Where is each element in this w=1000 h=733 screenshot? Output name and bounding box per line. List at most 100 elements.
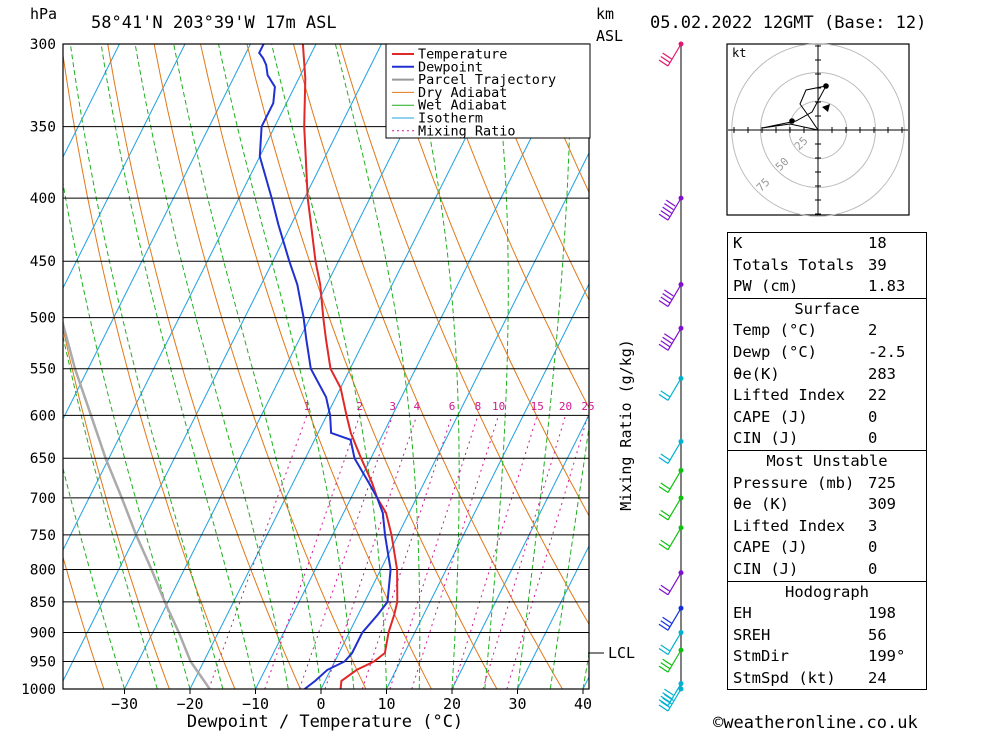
stmspd-label: StmSpd (kt) bbox=[733, 668, 836, 687]
wind-barb-staff bbox=[667, 470, 682, 493]
x-tick-label: 40 bbox=[574, 695, 592, 713]
wet-adiabat bbox=[334, 44, 421, 689]
isotherm-line bbox=[63, 44, 120, 159]
wind-barb-flag bbox=[658, 513, 669, 521]
surface-cape-label: CAPE (J) bbox=[733, 407, 808, 426]
wind-barb-flag bbox=[660, 701, 671, 708]
mixing-ratio-line bbox=[299, 415, 394, 689]
wind-barb-flag bbox=[660, 390, 671, 398]
wind-barb-flag bbox=[662, 697, 672, 705]
k-value: 18 bbox=[868, 234, 887, 252]
legend-label: Dewpoint bbox=[418, 59, 483, 75]
surface-title: Surface bbox=[794, 299, 860, 318]
asl-label: ASL bbox=[596, 27, 623, 45]
wind-barb-staff bbox=[667, 284, 682, 307]
pressure-tick-label: 850 bbox=[30, 595, 56, 611]
isotherm-line bbox=[255, 44, 579, 689]
wind-barb-flag bbox=[665, 199, 676, 207]
copyright: ©weatheronline.co.uk bbox=[713, 713, 918, 733]
wind-barb-flag bbox=[660, 453, 671, 461]
wind-barb-staff bbox=[667, 649, 682, 673]
wind-barb-staff bbox=[667, 688, 682, 712]
surface-cape-value: 0 bbox=[868, 407, 878, 426]
x-axis-label: Dewpoint / Temperature (°C) bbox=[187, 712, 463, 732]
sreh-label: SREH bbox=[733, 625, 771, 644]
mixing-ratio-label: 20 bbox=[559, 400, 572, 413]
wind-barb-staff bbox=[667, 607, 682, 631]
pressure-tick-label: 350 bbox=[30, 120, 56, 136]
pressure-unit: hPa bbox=[30, 5, 57, 23]
wind-barb-flag bbox=[658, 300, 669, 308]
hodograph-section: Hodograph EH 198 SREH 56 StmDir 199° StmSpd… bbox=[727, 580, 927, 691]
wind-barb-staff bbox=[667, 683, 682, 706]
wind-barb-flag bbox=[664, 203, 674, 211]
wet-adiabat bbox=[63, 466, 125, 689]
x-tick-label: −30 bbox=[111, 695, 138, 713]
legend-label: Parcel Trajectory bbox=[418, 72, 556, 88]
wind-barb-staff bbox=[667, 197, 682, 221]
temperature-line bbox=[301, 44, 399, 689]
isotherm-line bbox=[189, 44, 513, 689]
dry-adiabat bbox=[63, 555, 105, 689]
pressure-tick-label: 300 bbox=[30, 37, 56, 53]
surface-temp-value: 2 bbox=[868, 321, 878, 340]
wind-barb-flag bbox=[658, 648, 669, 656]
isotherm-line bbox=[63, 44, 382, 683]
wind-barb-flag bbox=[660, 56, 671, 63]
mixing-ratio-line bbox=[482, 415, 567, 689]
wind-barb-flag bbox=[660, 662, 671, 670]
wind-barb-staff bbox=[667, 572, 682, 596]
surface-cin-value: 0 bbox=[868, 429, 878, 448]
pressure-tick-label: 500 bbox=[30, 311, 56, 327]
isotherm-line bbox=[63, 44, 317, 552]
surface-temp-label: Temp (°C) bbox=[733, 321, 817, 340]
mixing-ratio-line bbox=[506, 415, 589, 689]
isotherm-line bbox=[517, 544, 589, 689]
mu-li-label: Lifted Index bbox=[733, 516, 845, 535]
wind-barb-flag bbox=[662, 658, 672, 666]
wind-barb-staff bbox=[667, 527, 682, 550]
surface-li-label: Lifted Index bbox=[733, 386, 845, 405]
isotherm-line bbox=[124, 44, 448, 689]
mixing-ratio-line bbox=[208, 415, 308, 689]
mixing-ratio-label: 25 bbox=[581, 400, 594, 413]
sreh-value: 56 bbox=[868, 625, 887, 644]
wind-barb-flag bbox=[658, 623, 669, 631]
dry-adiabat bbox=[385, 44, 589, 517]
x-tick-label: 20 bbox=[443, 695, 461, 713]
k-label: K bbox=[733, 234, 743, 252]
legend-label: Mixing Ratio bbox=[418, 123, 516, 139]
dewpoint-line bbox=[258, 44, 392, 689]
plot-frame bbox=[62, 43, 590, 690]
mixing-ratio-label: 3 bbox=[389, 400, 396, 413]
stmspd-value: 24 bbox=[868, 668, 887, 687]
most-unstable-title: Most Unstable bbox=[766, 451, 888, 470]
mixing-ratio-line bbox=[389, 415, 479, 689]
mixing-ratio-label: 10 bbox=[492, 400, 505, 413]
wind-barb-flag bbox=[660, 539, 671, 547]
mixing-ratio-label: 4 bbox=[414, 400, 421, 413]
wind-barb-flag bbox=[660, 482, 671, 490]
surface-li-value: 22 bbox=[868, 386, 887, 405]
wind-barb-flag bbox=[660, 620, 671, 628]
surface-dewp-label: Dewp (°C) bbox=[733, 342, 817, 361]
pressure-tick-label: 550 bbox=[30, 362, 56, 378]
pressure-tick-label: 600 bbox=[30, 408, 56, 424]
isotherm-line bbox=[320, 151, 589, 689]
wind-barb-flag bbox=[664, 333, 674, 341]
dry-adiabat bbox=[943, 44, 1000, 689]
mixing-ratio-label: 2 bbox=[357, 400, 364, 413]
eh-value: 198 bbox=[868, 604, 896, 623]
pressure-tick-label: 650 bbox=[30, 451, 56, 467]
totals-value: 39 bbox=[868, 255, 887, 274]
mu-cin-value: 0 bbox=[868, 559, 878, 578]
wind-barb-flag bbox=[658, 456, 669, 464]
wind-barb-flag bbox=[658, 665, 669, 673]
lcl-label: LCL bbox=[608, 644, 635, 662]
wind-barb-staff bbox=[667, 632, 682, 655]
legend-label: Temperature bbox=[418, 47, 507, 63]
legend-label: Isotherm bbox=[418, 111, 483, 127]
pressure-tick-label: 900 bbox=[30, 626, 56, 642]
